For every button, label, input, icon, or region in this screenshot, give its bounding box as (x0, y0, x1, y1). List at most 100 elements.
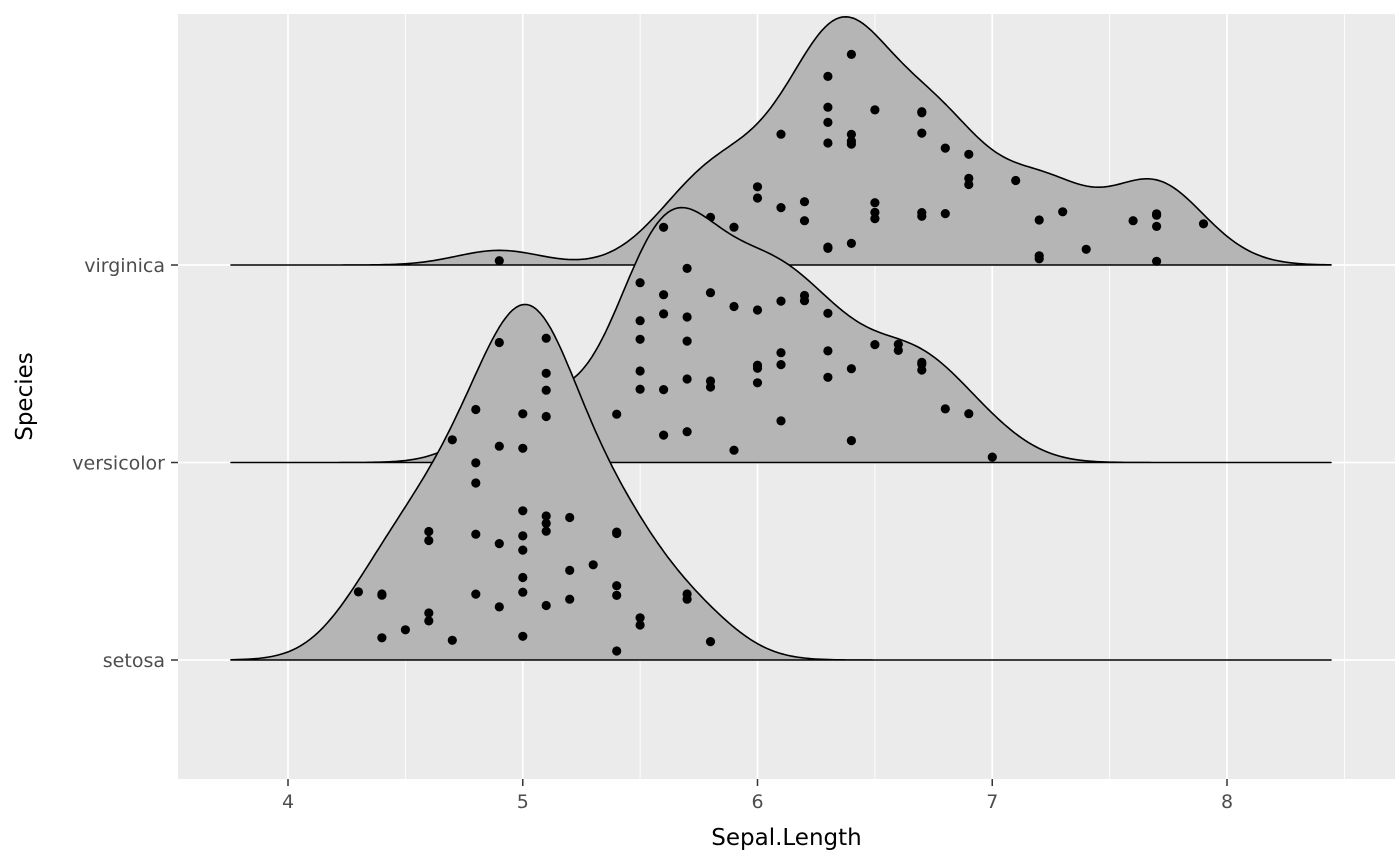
data-point (870, 105, 880, 115)
data-point (565, 512, 575, 523)
ridge-versicolor (230, 206, 1332, 464)
data-point (823, 242, 833, 252)
x-tick-label: 6 (751, 791, 763, 813)
data-point (776, 203, 786, 213)
data-point (635, 384, 645, 394)
data-point (752, 360, 763, 370)
data-point (776, 296, 786, 306)
data-point (1198, 219, 1209, 229)
data-point (846, 364, 857, 374)
data-point (940, 143, 950, 153)
data-point (447, 435, 457, 445)
data-point (447, 635, 457, 645)
data-point (729, 222, 739, 232)
data-point (682, 312, 692, 322)
data-point (823, 71, 833, 81)
x-tick-label: 7 (986, 791, 998, 813)
y-axis-title: Species (12, 352, 38, 441)
data-point (612, 527, 622, 537)
data-point (1128, 216, 1138, 226)
data-point (1034, 254, 1044, 264)
data-point (940, 209, 950, 219)
data-point (612, 646, 622, 656)
data-point (940, 404, 950, 414)
data-point (518, 545, 528, 555)
data-point (870, 198, 880, 208)
data-point (964, 409, 974, 419)
data-point (494, 539, 504, 549)
data-point (846, 139, 857, 149)
data-point (846, 49, 857, 60)
data-point (635, 334, 645, 344)
data-point (752, 305, 763, 315)
data-point (729, 301, 739, 312)
data-point (541, 526, 551, 536)
data-point (424, 526, 434, 537)
data-point (494, 256, 504, 266)
data-point (471, 404, 481, 415)
data-point (846, 436, 857, 446)
data-point (494, 337, 504, 348)
data-point (823, 138, 833, 148)
data-point (659, 290, 669, 300)
data-point (518, 572, 528, 583)
data-point (471, 529, 481, 539)
data-point (776, 129, 786, 139)
data-point (987, 452, 997, 462)
data-point (659, 222, 669, 232)
data-point (471, 478, 481, 488)
y-tick-label-setosa: setosa (103, 650, 165, 672)
data-point (494, 441, 504, 451)
data-point (541, 385, 551, 395)
data-point (776, 360, 786, 370)
data-point (659, 430, 669, 440)
data-point (799, 197, 810, 207)
data-point (659, 309, 669, 319)
y-tick-label-versicolor: versicolor (72, 453, 165, 475)
points-setosa (353, 333, 716, 656)
data-point (518, 531, 528, 541)
data-point (659, 385, 669, 395)
data-point (377, 590, 387, 600)
ridges-layer (230, 15, 1332, 661)
data-point (964, 173, 974, 183)
data-point (682, 336, 692, 346)
data-point (917, 211, 927, 221)
data-point (1058, 207, 1068, 217)
x-tick-label: 5 (517, 791, 529, 813)
data-point (823, 308, 833, 318)
data-point (635, 366, 645, 376)
data-point (823, 346, 833, 356)
data-point (917, 357, 927, 367)
data-point (400, 625, 410, 635)
data-point (541, 600, 551, 611)
data-point (846, 238, 857, 248)
data-point (846, 129, 857, 139)
data-point (612, 409, 622, 419)
x-tick-label: 4 (282, 791, 294, 813)
data-point (1152, 256, 1162, 266)
data-point (705, 288, 716, 298)
data-point (1011, 175, 1021, 186)
data-point (588, 560, 598, 570)
data-point (353, 587, 363, 597)
data-point (682, 374, 692, 384)
data-point (565, 594, 575, 604)
data-point (752, 193, 763, 203)
data-point (424, 608, 434, 618)
data-point (917, 108, 927, 118)
data-point (471, 589, 481, 599)
data-point (964, 149, 974, 159)
data-point (1152, 221, 1162, 231)
data-point (494, 602, 504, 612)
data-point (541, 368, 551, 378)
points-virginica (494, 49, 1209, 266)
data-point (682, 589, 692, 599)
x-axis-title: Sepal.Length (711, 825, 861, 851)
data-point (776, 348, 786, 358)
data-point (799, 216, 810, 226)
data-point (612, 590, 622, 601)
ridge-setosa (230, 303, 1332, 661)
